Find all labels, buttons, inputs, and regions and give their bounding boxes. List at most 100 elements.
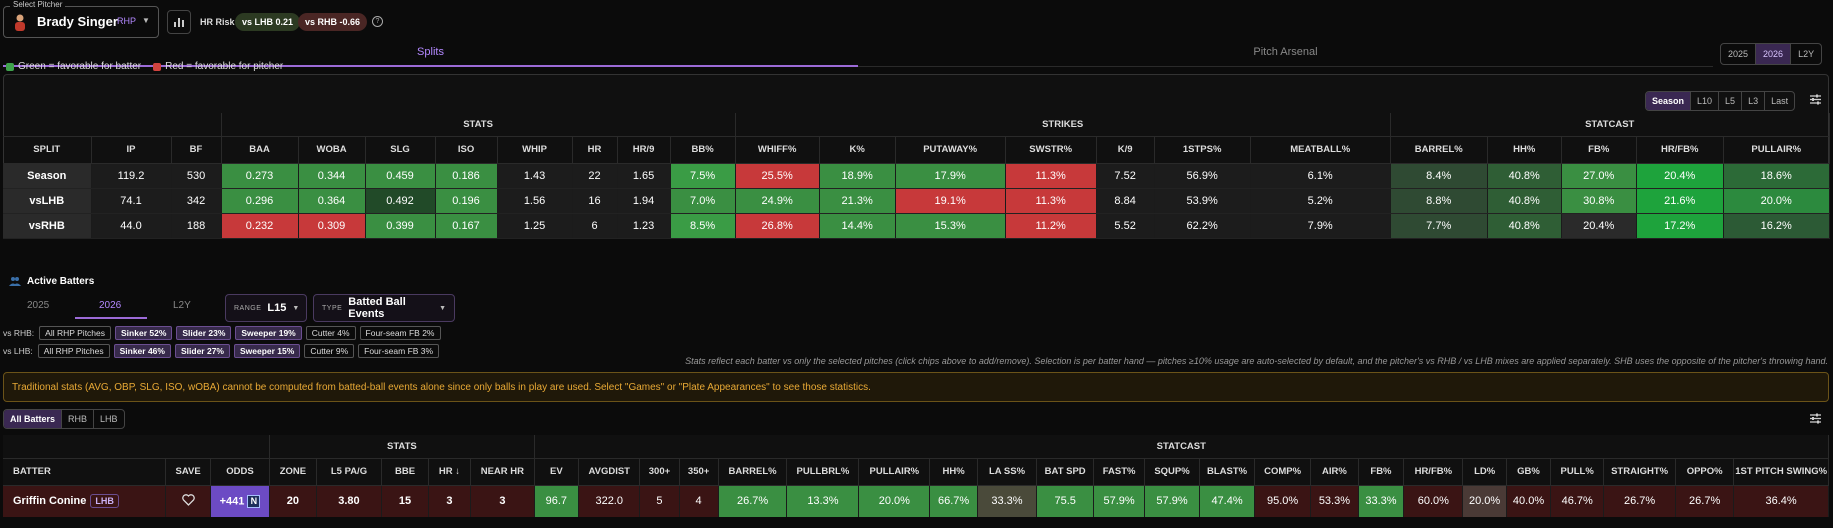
column-header-fb[interactable]: FB% [1358,458,1405,486]
filter-all-batters[interactable]: All Batters [4,410,63,428]
pitch-chip[interactable]: Sweeper 15% [233,344,301,358]
column-header-ld[interactable]: LD% [1462,458,1507,486]
column-header-near-hr[interactable]: NEAR HR [470,458,535,486]
column-header-gb[interactable]: GB% [1506,458,1552,486]
column-header-hh[interactable]: HH% [1487,136,1562,164]
column-header-hr[interactable]: HR ↓ [428,458,472,486]
column-header-oppo[interactable]: OPPO% [1675,458,1735,486]
type-dropdown[interactable]: TYPE Batted Ball Events ▼ [313,294,455,322]
column-header-putaway[interactable]: PUTAWAY% [895,136,1006,164]
range-season[interactable]: Season [1646,92,1692,110]
pitch-chip[interactable]: Slider 27% [174,344,230,358]
year-tab-2025[interactable]: 2025 [1721,44,1757,64]
stat-cell: 1.94 [617,188,671,214]
column-header-batter[interactable]: BATTER [3,458,167,486]
stat-cell: 3 [428,485,472,517]
batters-year-2026[interactable]: 2026 [99,300,122,311]
column-header-1stps[interactable]: 1STPS% [1154,136,1251,164]
column-header-hh[interactable]: HH% [929,458,978,486]
year-tab-l2y[interactable]: L2Y [1798,49,1815,59]
column-header-hr-fb[interactable]: HR/FB% [1636,136,1724,164]
batters-year-l2y[interactable]: L2Y [173,300,191,311]
column-header-1st-pitch-swing[interactable]: 1ST PITCH SWING% [1733,458,1829,486]
help-icon[interactable]: ? [372,16,383,27]
pitch-chip[interactable]: Slider 23% [176,326,232,340]
column-header-barrel[interactable]: BARREL% [718,458,788,486]
column-header-whiff[interactable]: WHIFF% [735,136,820,164]
pitch-chip[interactable]: All RHP Pitches [37,344,110,358]
column-header-save[interactable]: SAVE [165,458,211,486]
pitch-chip[interactable]: Cutter 9% [304,344,355,358]
pitcher-select[interactable] [3,6,159,38]
pitch-chip[interactable]: Cutter 4% [305,326,356,340]
tab-pitch-arsenal[interactable]: Pitch Arsenal [1253,46,1318,58]
column-header-pull[interactable]: PULL% [1550,458,1605,486]
settings-sliders-icon[interactable] [1809,412,1822,428]
split-label: vsLHB [3,188,92,214]
column-header-fb[interactable]: FB% [1561,136,1637,164]
column-header-hr[interactable]: HR [572,136,618,164]
column-header-k[interactable]: K% [819,136,896,164]
table-row[interactable]: Griffin Conine LHB +441 N 20 3.80 15 3 3 96.7 32… [3,485,1829,517]
chevron-down-icon[interactable]: ▼ [142,16,150,25]
column-header-comp[interactable]: COMP% [1254,458,1312,486]
bar-chart-icon[interactable] [167,10,191,34]
column-header-air[interactable]: AIR% [1310,458,1359,486]
column-header-l5-pa-g[interactable]: L5 PA/G [316,458,383,486]
column-header-baa[interactable]: BAA [221,136,299,164]
stat-cell: 53.3% [1310,485,1359,517]
pitch-chip[interactable]: Four-seam FB 3% [358,344,440,358]
range-dropdown[interactable]: RANGE L15 ▼ [225,294,307,322]
column-header-slg[interactable]: SLG [365,136,436,164]
column-header-350[interactable]: 350+ [679,458,719,486]
column-header-barrel[interactable]: BARREL% [1390,136,1488,164]
save-heart-icon[interactable] [165,485,211,517]
column-header-ev[interactable]: EV [534,458,580,486]
pitch-chip[interactable]: Sinker 52% [115,326,173,340]
column-header-zone[interactable]: ZONE [269,458,317,486]
range-l5[interactable]: L5 [1719,92,1743,110]
column-header-pullair[interactable]: PULLAIR% [1723,136,1830,164]
column-header-300[interactable]: 300+ [639,458,680,486]
column-header-odds[interactable]: ODDS [210,458,271,486]
column-header-k-9[interactable]: K/9 [1096,136,1155,164]
settings-sliders-icon[interactable] [1809,93,1822,109]
column-header-squp[interactable]: SQUP% [1144,458,1201,486]
column-header-pullair[interactable]: PULLAIR% [858,458,931,486]
pitch-chip[interactable]: Sweeper 19% [235,326,302,340]
column-header-bat-spd[interactable]: BAT SPD [1036,458,1095,486]
batter-name[interactable]: Griffin Conine [13,495,87,508]
column-header-hr-9[interactable]: HR/9 [617,136,671,164]
column-header-avgdist[interactable]: AVGDIST [578,458,641,486]
column-header-blast[interactable]: BLAST% [1199,458,1256,486]
batters-year-2025[interactable]: 2025 [27,300,50,311]
column-header-bf[interactable]: BF [171,136,222,164]
pitch-chip[interactable]: Sinker 46% [113,344,171,358]
column-header-bbe[interactable]: BBE [381,458,429,486]
column-header-whip[interactable]: WHIP [497,136,573,164]
column-header-iso[interactable]: ISO [435,136,498,164]
column-header-pullbrl[interactable]: PULLBRL% [786,458,860,486]
pitch-chip[interactable]: All RHP Pitches [39,326,112,340]
pitcher-hand: RHP [117,16,137,26]
tab-splits[interactable]: Splits [417,46,444,58]
column-header-hr-fb[interactable]: HR/FB% [1403,458,1464,486]
pitch-chip[interactable]: Four-seam FB 2% [359,326,441,340]
range-l3[interactable]: L3 [1742,92,1766,110]
column-header-split[interactable]: SPLIT [3,136,92,164]
column-header-la-ss[interactable]: LA SS% [977,458,1038,486]
column-header-straight[interactable]: STRAIGHT% [1603,458,1677,486]
batter-name-cell[interactable]: Griffin Conine LHB [3,485,167,517]
column-header-woba[interactable]: WOBA [298,136,366,164]
odds-cell[interactable]: +441 N [210,485,271,517]
filter-lhb[interactable]: LHB [100,414,118,424]
range-last[interactable]: Last [1771,96,1789,106]
column-header-fast[interactable]: FAST% [1093,458,1146,486]
column-header-bb[interactable]: BB% [670,136,736,164]
filter-rhb[interactable]: RHB [62,410,95,428]
column-header-meatball[interactable]: MEATBALL% [1250,136,1391,164]
column-header-swstr[interactable]: SWSTR% [1005,136,1097,164]
range-l10[interactable]: L10 [1691,92,1720,110]
year-tab-2026[interactable]: 2026 [1756,44,1792,64]
column-header-ip[interactable]: IP [91,136,172,164]
